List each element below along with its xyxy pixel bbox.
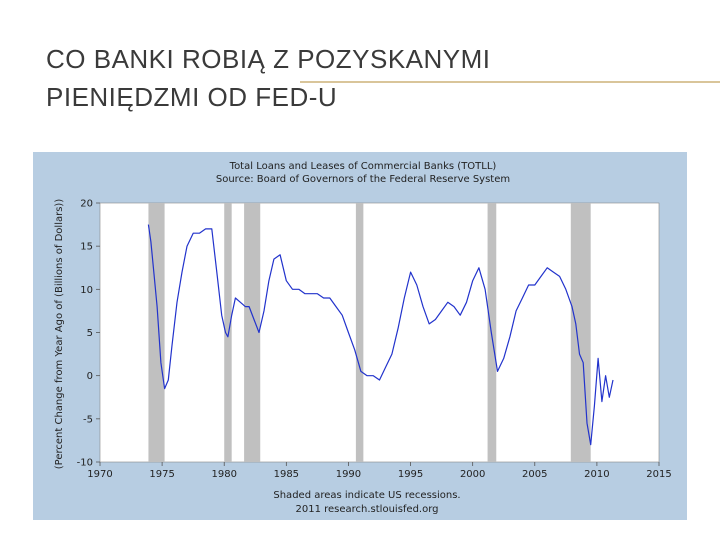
- recession-band-5: [570, 203, 591, 462]
- recession-band-1: [224, 203, 232, 462]
- recession-band-4: [487, 203, 497, 462]
- recession-band-0: [148, 203, 165, 462]
- x-tick-label-0: 1970: [87, 469, 112, 480]
- line-chart: Total Loans and Leases of Commercial Ban…: [33, 152, 687, 520]
- x-tick-label-1: 1975: [149, 469, 174, 480]
- y-tick-label-5: 15: [80, 242, 93, 253]
- slide-title-line-1: CO BANKI ROBIĄ Z POZYSKANYMI: [46, 44, 491, 74]
- chart-title: Total Loans and Leases of Commercial Ban…: [229, 161, 497, 172]
- y-tick-label-6: 20: [80, 199, 93, 210]
- y-tick-label-0: -10: [77, 458, 93, 469]
- x-tick-label-3: 1985: [274, 469, 299, 480]
- x-tick-label-6: 2000: [460, 469, 485, 480]
- y-tick-label-1: -5: [83, 414, 93, 425]
- x-tick-label-9: 2015: [646, 469, 671, 480]
- y-tick-label-2: 0: [87, 371, 93, 382]
- x-tick-label-7: 2005: [522, 469, 547, 480]
- slide-title: CO BANKI ROBIĄ Z POZYSKANYMI PIENIĘDZMI …: [46, 40, 686, 116]
- slide-title-line-2: PIENIĘDZMI OD FED-U: [46, 82, 338, 112]
- y-tick-label-3: 5: [87, 328, 93, 339]
- chart-footnote-source: 2011 research.stlouisfed.org: [295, 504, 438, 515]
- chart-panel: Total Loans and Leases of Commercial Ban…: [33, 152, 687, 520]
- recession-band-2: [244, 203, 261, 462]
- title-underline: [300, 81, 720, 83]
- axes: 1970 1975 1980 1985 1990 1995 2000 2005 2010 2015…: [77, 199, 672, 481]
- plot-area: [99, 202, 660, 463]
- chart-subtitle: Source: Board of Governors of the Federa…: [216, 174, 510, 185]
- y-tick-label-4: 10: [80, 285, 93, 296]
- recession-band-3: [355, 203, 364, 462]
- series-lines: [147, 224, 614, 446]
- series-line-0: [147, 224, 614, 446]
- x-tick-label-2: 1980: [211, 469, 236, 480]
- chart-footnote-recessions: Shaded areas indicate US recessions.: [273, 490, 460, 501]
- x-tick-label-4: 1990: [336, 469, 361, 480]
- x-tick-label-8: 2010: [584, 469, 609, 480]
- x-tick-label-5: 1995: [398, 469, 423, 480]
- y-axis-label: (Percent Change from Year Ago of (Billio…: [54, 199, 65, 470]
